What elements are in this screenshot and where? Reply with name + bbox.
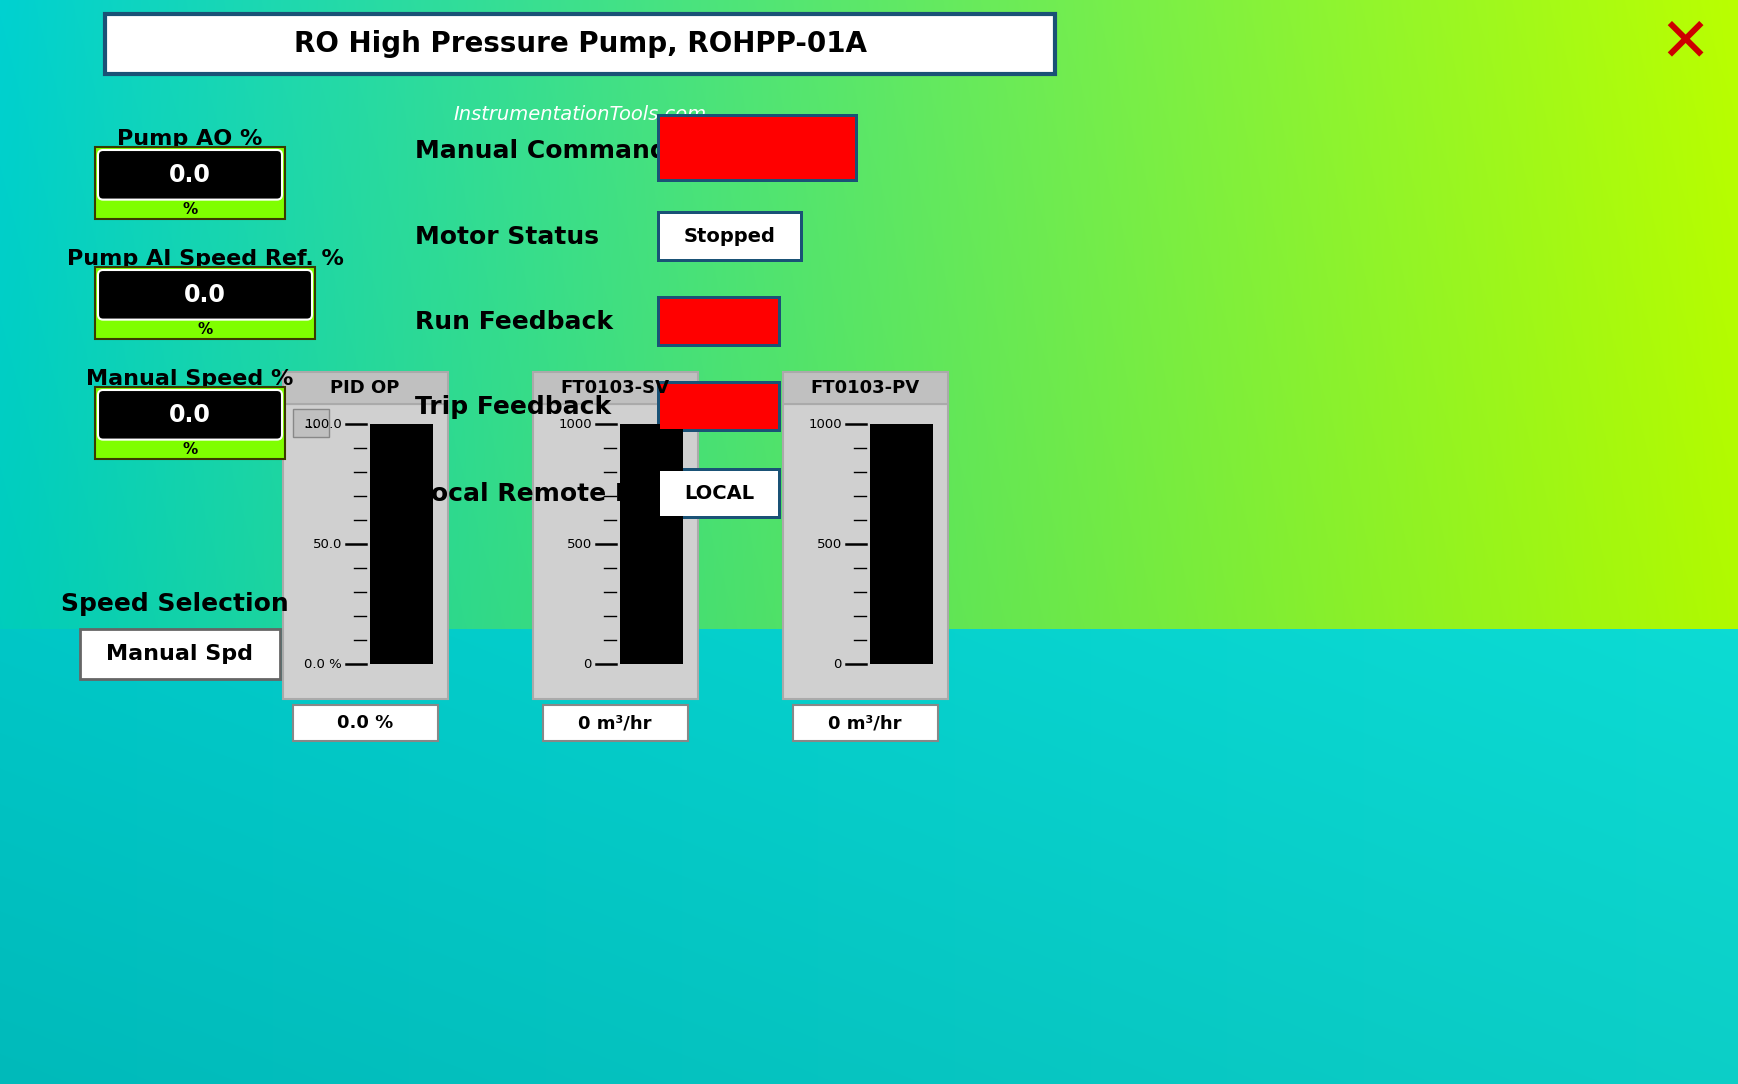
FancyBboxPatch shape <box>657 211 803 262</box>
FancyBboxPatch shape <box>80 629 280 679</box>
FancyBboxPatch shape <box>660 117 855 179</box>
FancyBboxPatch shape <box>97 390 282 440</box>
Text: ✕: ✕ <box>1660 14 1710 74</box>
Text: Trip Feedback: Trip Feedback <box>415 395 612 420</box>
Text: Pump AO %: Pump AO % <box>116 129 262 149</box>
FancyBboxPatch shape <box>657 380 780 433</box>
Text: Stopped: Stopped <box>685 227 775 246</box>
Text: %: % <box>198 322 212 336</box>
FancyBboxPatch shape <box>660 214 799 259</box>
Text: 100.0: 100.0 <box>304 417 342 430</box>
FancyBboxPatch shape <box>660 472 779 516</box>
FancyBboxPatch shape <box>104 14 1055 74</box>
Text: 0.0 %: 0.0 % <box>337 714 393 732</box>
FancyBboxPatch shape <box>97 150 282 199</box>
Text: Manual Command: Manual Command <box>415 139 667 163</box>
Text: Motor Status: Motor Status <box>415 225 600 249</box>
FancyBboxPatch shape <box>292 705 438 741</box>
FancyBboxPatch shape <box>657 114 859 182</box>
Text: 0: 0 <box>584 658 593 671</box>
FancyBboxPatch shape <box>283 372 447 404</box>
Text: ...: ... <box>304 415 318 430</box>
Text: 1000: 1000 <box>808 417 841 430</box>
Text: FT0103-PV: FT0103-PV <box>810 379 919 397</box>
Text: FT0103-SV: FT0103-SV <box>560 379 669 397</box>
Bar <box>620 424 683 664</box>
Text: 0.0 %: 0.0 % <box>304 658 342 671</box>
Text: Run Feedback: Run Feedback <box>415 310 614 334</box>
Text: LOCAL: LOCAL <box>685 483 754 503</box>
Text: %: % <box>182 441 198 456</box>
Bar <box>871 424 933 664</box>
Text: 50.0: 50.0 <box>313 538 342 551</box>
Bar <box>370 424 433 664</box>
Text: 0: 0 <box>834 658 841 671</box>
FancyBboxPatch shape <box>793 705 937 741</box>
FancyBboxPatch shape <box>532 372 697 404</box>
FancyBboxPatch shape <box>660 299 779 344</box>
Text: %: % <box>182 202 198 217</box>
FancyBboxPatch shape <box>657 468 780 519</box>
Text: Local Remote Feedback: Local Remote Feedback <box>415 482 749 506</box>
Text: PID OP: PID OP <box>330 379 400 397</box>
FancyBboxPatch shape <box>96 267 315 339</box>
Text: Manual Spd: Manual Spd <box>106 644 254 664</box>
Text: 0.0: 0.0 <box>169 163 210 186</box>
FancyBboxPatch shape <box>660 384 779 429</box>
Text: RO High Pressure Pump, ROHPP-01A: RO High Pressure Pump, ROHPP-01A <box>294 30 867 59</box>
FancyBboxPatch shape <box>97 270 313 320</box>
FancyBboxPatch shape <box>96 147 285 219</box>
Text: 500: 500 <box>817 538 841 551</box>
Text: InstrumentationTools.com: InstrumentationTools.com <box>454 104 707 124</box>
FancyBboxPatch shape <box>782 372 947 404</box>
FancyBboxPatch shape <box>782 404 947 699</box>
Text: 0.0: 0.0 <box>169 403 210 427</box>
FancyBboxPatch shape <box>657 296 780 347</box>
FancyBboxPatch shape <box>283 404 447 699</box>
Text: 0 m³/hr: 0 m³/hr <box>579 714 652 732</box>
Text: 0.0: 0.0 <box>184 283 226 307</box>
FancyBboxPatch shape <box>532 404 697 699</box>
Text: Manual Speed %: Manual Speed % <box>87 369 294 389</box>
Text: 1000: 1000 <box>558 417 593 430</box>
FancyBboxPatch shape <box>542 705 688 741</box>
FancyBboxPatch shape <box>96 387 285 459</box>
Text: 500: 500 <box>567 538 593 551</box>
Text: Speed Selection: Speed Selection <box>61 592 289 616</box>
Text: 0 m³/hr: 0 m³/hr <box>829 714 902 732</box>
FancyBboxPatch shape <box>294 409 328 437</box>
Text: Pump AI Speed Ref. %: Pump AI Speed Ref. % <box>66 249 344 269</box>
